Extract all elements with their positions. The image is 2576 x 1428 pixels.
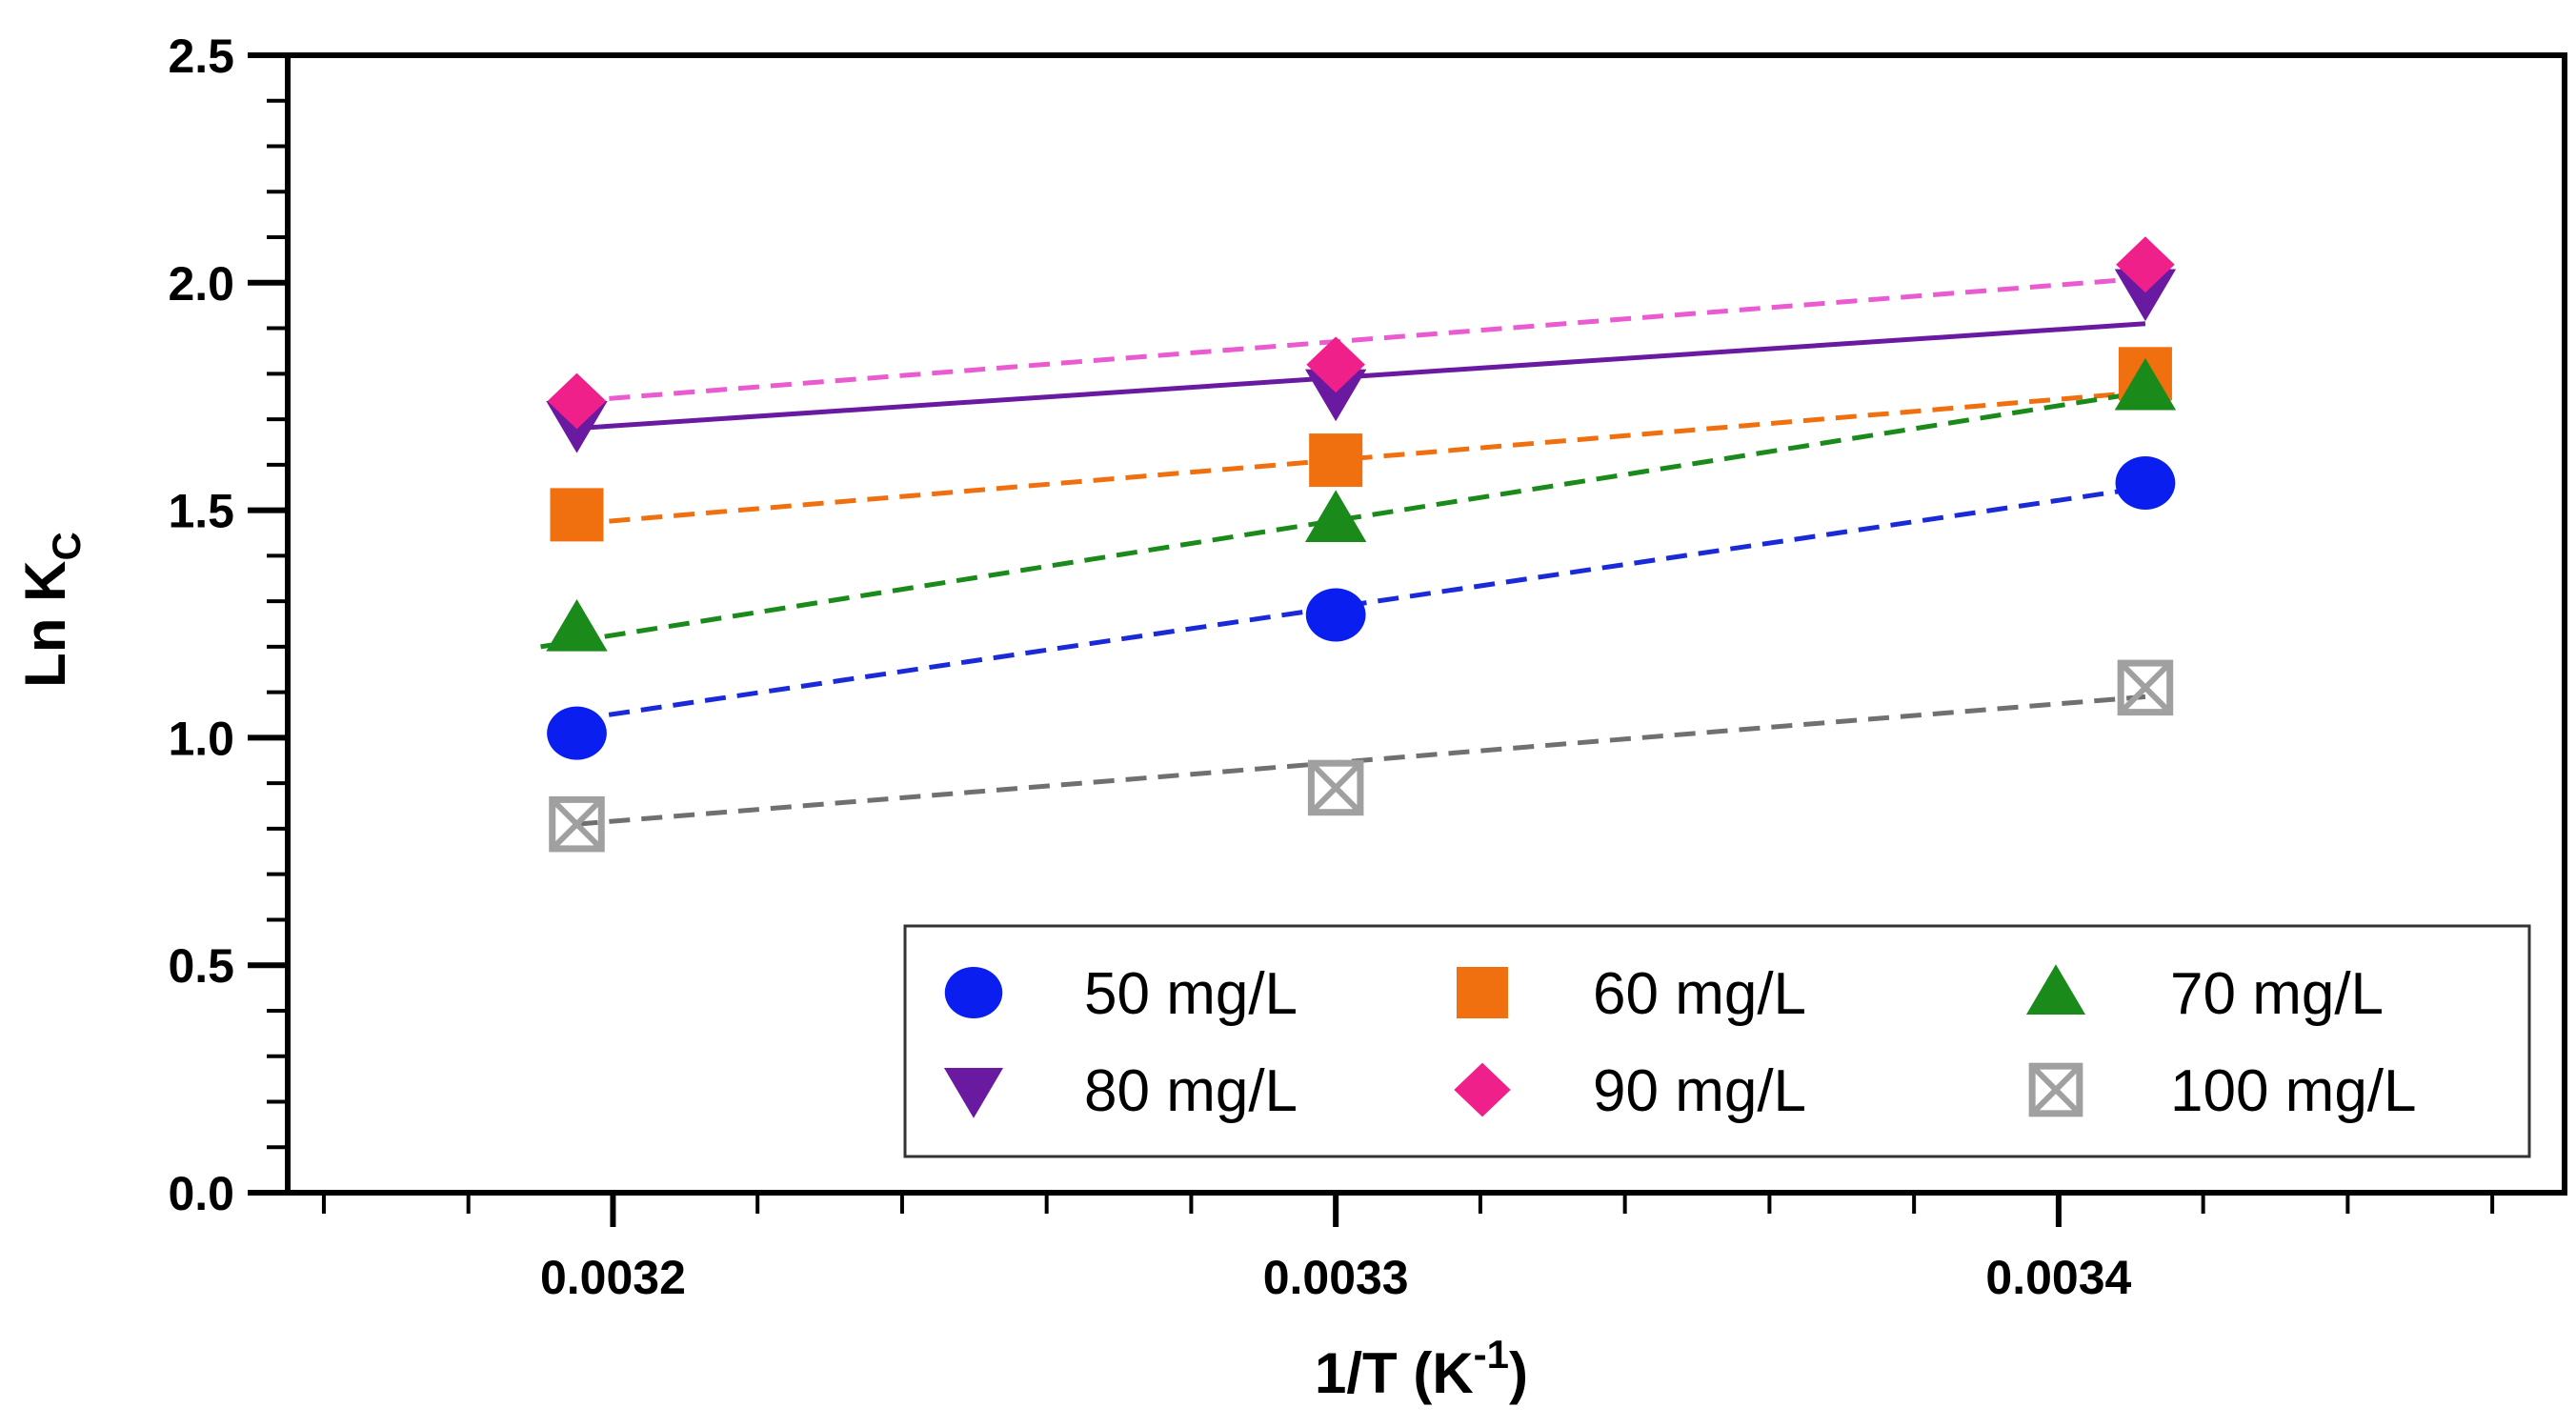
y-tick-label: 2.0 bbox=[168, 257, 234, 311]
axes: 0.0 0.5 1.0 1.5 2.0 2.5 0.0032 0.0033 0.0034 bbox=[168, 30, 2567, 1304]
data-point-50-mg-l bbox=[2115, 455, 2176, 510]
legend-item-50-mg-l: 50 mg/L bbox=[944, 961, 1298, 1027]
marker-cross bbox=[2119, 660, 2172, 714]
y-axis-title-sub: C bbox=[44, 532, 89, 560]
legend-item-90-mg-l: 90 mg/L bbox=[1454, 1058, 1806, 1124]
data-point-60-mg-l bbox=[1309, 433, 1363, 488]
marker-box bbox=[2117, 659, 2174, 716]
data-point-90-mg-l bbox=[1306, 336, 1365, 393]
data-point-50-mg-l bbox=[1305, 588, 1366, 642]
x-axis-title-main: 1/T (K bbox=[1315, 1341, 1474, 1405]
legend-marker bbox=[944, 967, 1003, 1018]
data-point-70-mg-l bbox=[1304, 490, 1367, 542]
marker-cross bbox=[2030, 1064, 2082, 1116]
legend-marker bbox=[2025, 964, 2086, 1015]
legend-item-60-mg-l: 60 mg/L bbox=[1457, 961, 1806, 1027]
legend-marker bbox=[1454, 1062, 1511, 1117]
y-tick-label: 1.5 bbox=[168, 485, 234, 538]
y-tick-label: 0.5 bbox=[168, 939, 234, 993]
legend-label: 100 mg/L bbox=[2170, 1058, 2417, 1124]
y-tick-label: 0.0 bbox=[168, 1167, 234, 1220]
legend-marker bbox=[2028, 1062, 2083, 1117]
legend-label: 70 mg/L bbox=[2170, 961, 2384, 1027]
x-tick-label: 0.0034 bbox=[1985, 1251, 2131, 1304]
data-point-100-mg-l bbox=[1307, 759, 1364, 816]
data-point-80-mg-l bbox=[2114, 269, 2177, 322]
legend: 50 mg/L 60 mg/L 70 mg/L 80 mg/L 90 mg/L 100 m… bbox=[903, 924, 2531, 1158]
data-point-70-mg-l bbox=[546, 598, 608, 652]
legend-item-80-mg-l: 80 mg/L bbox=[943, 1058, 1298, 1124]
legend-marker bbox=[943, 1068, 1004, 1118]
legend-marker bbox=[1457, 967, 1508, 1018]
marker-box bbox=[1307, 759, 1364, 816]
data-point-80-mg-l bbox=[1304, 369, 1367, 422]
legend-label: 50 mg/L bbox=[1084, 961, 1298, 1027]
x-axis-title: 1/T (K-1) bbox=[1315, 1332, 1528, 1405]
y-axis-title-main: Ln K bbox=[13, 561, 77, 688]
legend-item-100-mg-l: 100 mg/L bbox=[2028, 1058, 2417, 1124]
data-point-60-mg-l bbox=[550, 488, 604, 542]
y-tick-label: 1.0 bbox=[168, 712, 234, 765]
data-point-70-mg-l bbox=[2114, 357, 2177, 411]
data-markers bbox=[546, 236, 2177, 853]
x-axis-title-end: ) bbox=[1509, 1341, 1528, 1405]
legend-label: 90 mg/L bbox=[1593, 1058, 1806, 1124]
legend-box bbox=[903, 924, 2531, 1158]
data-point-90-mg-l bbox=[2116, 236, 2175, 293]
legend-label: 60 mg/L bbox=[1593, 961, 1806, 1027]
x-axis-title-sup: -1 bbox=[1474, 1332, 1509, 1377]
data-point-100-mg-l bbox=[549, 795, 605, 853]
fit-line-90-mg-l bbox=[576, 275, 2146, 404]
x-tick-label: 0.0033 bbox=[1263, 1251, 1409, 1304]
x-tick-label: 0.0032 bbox=[540, 1251, 686, 1304]
data-point-50-mg-l bbox=[547, 706, 607, 760]
y-tick-label: 2.5 bbox=[168, 30, 234, 83]
marker-cross bbox=[1309, 761, 1363, 815]
data-point-100-mg-l bbox=[2117, 659, 2174, 716]
marker-box bbox=[549, 795, 605, 853]
legend-label: 80 mg/L bbox=[1084, 1058, 1298, 1124]
legend-item-70-mg-l: 70 mg/L bbox=[2025, 961, 2384, 1027]
y-axis-title: Ln KC bbox=[13, 532, 89, 688]
data-point-90-mg-l bbox=[547, 372, 607, 430]
marker-cross bbox=[550, 797, 604, 852]
plot-frame bbox=[285, 52, 2567, 1196]
marker-box bbox=[2028, 1062, 2083, 1117]
